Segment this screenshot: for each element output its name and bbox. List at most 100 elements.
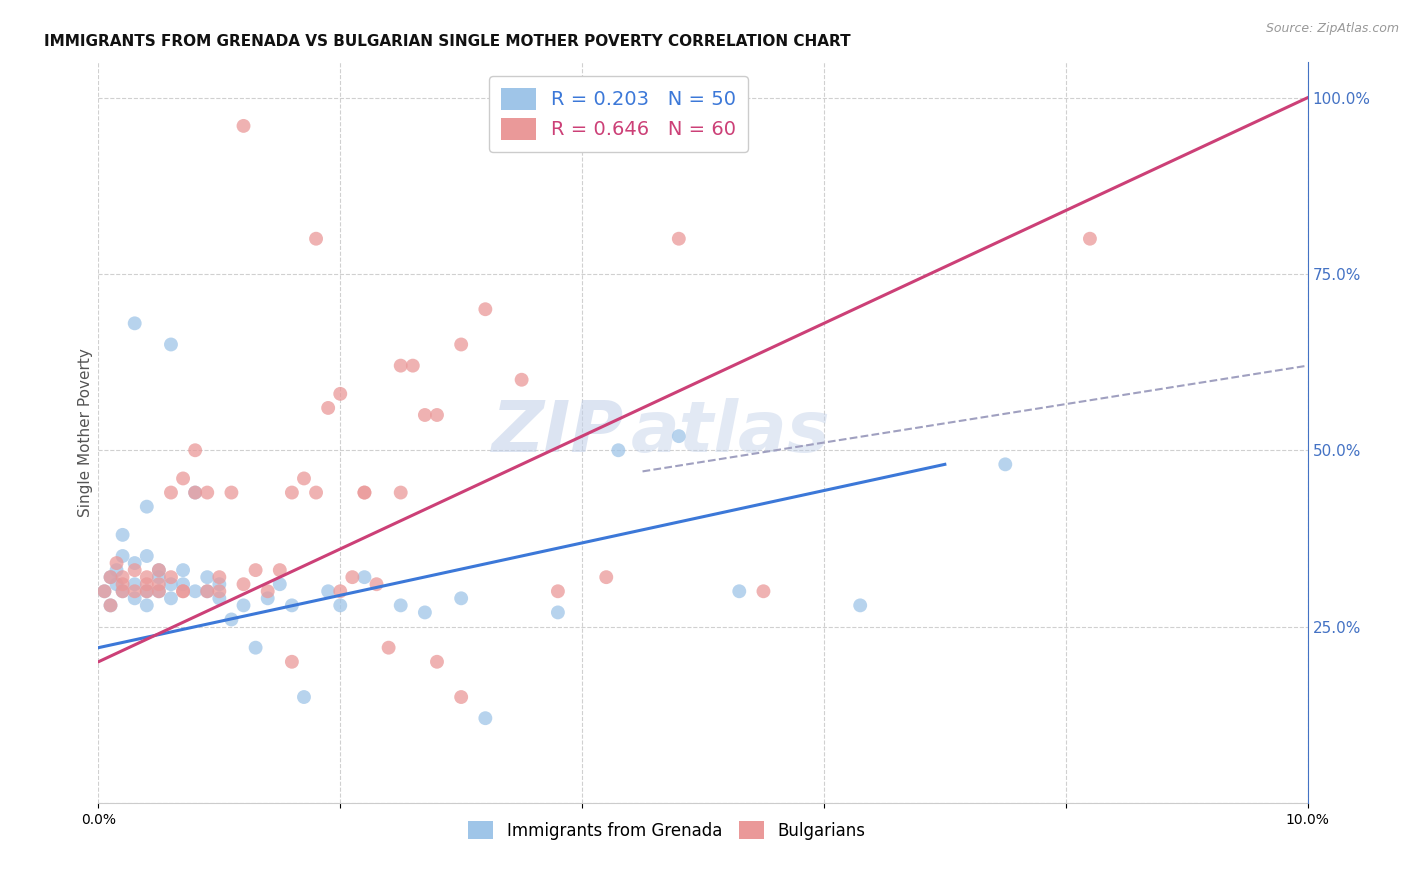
Point	[245, 640, 267, 655]
Point	[111, 577, 134, 591]
Point	[111, 584, 134, 599]
Point	[148, 584, 170, 599]
Point	[316, 584, 339, 599]
Point	[547, 584, 569, 599]
Point	[100, 599, 122, 613]
Point	[172, 577, 194, 591]
Point	[100, 570, 122, 584]
Point	[124, 584, 146, 599]
Point	[160, 337, 183, 351]
Point	[148, 563, 170, 577]
Text: atlas: atlas	[630, 398, 830, 467]
Point	[221, 485, 243, 500]
Point	[474, 302, 496, 317]
Point	[305, 232, 328, 246]
Point	[160, 570, 183, 584]
Point	[105, 577, 128, 591]
Point	[208, 591, 231, 606]
Point	[668, 232, 690, 246]
Legend: Immigrants from Grenada, Bulgarians: Immigrants from Grenada, Bulgarians	[461, 814, 872, 847]
Point	[184, 584, 207, 599]
Point	[450, 591, 472, 606]
Point	[100, 570, 122, 584]
Point	[377, 640, 399, 655]
Point	[426, 655, 449, 669]
Point	[135, 584, 157, 599]
Point	[184, 443, 207, 458]
Point	[148, 563, 170, 577]
Point	[208, 577, 231, 591]
Point	[389, 485, 412, 500]
Point	[195, 584, 218, 599]
Point	[329, 584, 352, 599]
Point	[148, 584, 170, 599]
Point	[366, 577, 388, 591]
Point	[510, 373, 533, 387]
Point	[221, 612, 243, 626]
Point	[172, 584, 194, 599]
Point	[292, 690, 315, 704]
Point	[184, 485, 207, 500]
Point	[195, 570, 218, 584]
Point	[668, 429, 690, 443]
Point	[93, 584, 115, 599]
Point	[124, 577, 146, 591]
Point	[105, 563, 128, 577]
Point	[148, 577, 170, 591]
Point	[426, 408, 449, 422]
Point	[329, 387, 352, 401]
Point	[342, 570, 364, 584]
Point	[93, 584, 115, 599]
Point	[160, 591, 183, 606]
Point	[595, 570, 617, 584]
Point	[752, 584, 775, 599]
Point	[269, 563, 291, 577]
Y-axis label: Single Mother Poverty: Single Mother Poverty	[77, 348, 93, 517]
Point	[232, 599, 254, 613]
Point	[450, 337, 472, 351]
Point	[232, 119, 254, 133]
Point	[413, 408, 436, 422]
Point	[172, 584, 194, 599]
Point	[105, 556, 128, 570]
Point	[607, 443, 630, 458]
Point	[413, 606, 436, 620]
Point	[111, 584, 134, 599]
Point	[135, 577, 157, 591]
Point	[450, 690, 472, 704]
Point	[281, 599, 304, 613]
Point	[389, 599, 412, 613]
Text: IMMIGRANTS FROM GRENADA VS BULGARIAN SINGLE MOTHER POVERTY CORRELATION CHART: IMMIGRANTS FROM GRENADA VS BULGARIAN SIN…	[44, 34, 851, 49]
Point	[256, 591, 278, 606]
Point	[353, 485, 375, 500]
Text: Source: ZipAtlas.com: Source: ZipAtlas.com	[1265, 22, 1399, 36]
Point	[329, 599, 352, 613]
Point	[269, 577, 291, 591]
Point	[849, 599, 872, 613]
Point	[256, 584, 278, 599]
Point	[160, 485, 183, 500]
Point	[208, 570, 231, 584]
Point	[232, 577, 254, 591]
Point	[111, 549, 134, 563]
Point	[135, 584, 157, 599]
Text: ZIP: ZIP	[492, 398, 624, 467]
Point	[160, 577, 183, 591]
Point	[124, 316, 146, 330]
Point	[124, 563, 146, 577]
Point	[135, 599, 157, 613]
Point	[172, 471, 194, 485]
Point	[172, 563, 194, 577]
Point	[195, 584, 218, 599]
Point	[184, 485, 207, 500]
Point	[474, 711, 496, 725]
Point	[124, 591, 146, 606]
Point	[389, 359, 412, 373]
Point	[100, 599, 122, 613]
Point	[208, 584, 231, 599]
Point	[316, 401, 339, 415]
Point	[111, 570, 134, 584]
Point	[547, 606, 569, 620]
Point	[728, 584, 751, 599]
Point	[281, 485, 304, 500]
